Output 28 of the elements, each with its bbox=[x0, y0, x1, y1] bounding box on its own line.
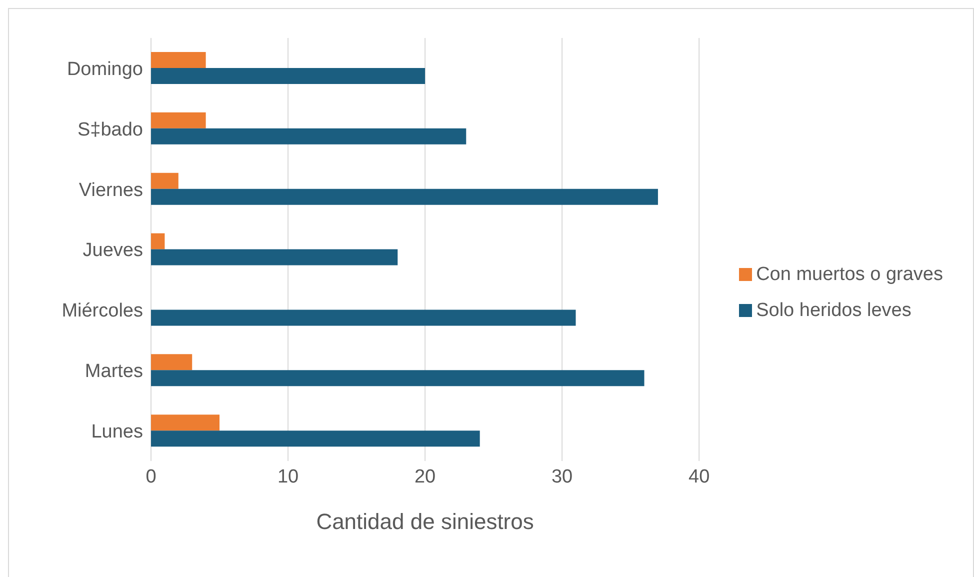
bar bbox=[151, 414, 220, 431]
bar bbox=[151, 188, 658, 205]
legend-label: Solo heridos leves bbox=[756, 300, 912, 321]
x-tick-label: 40 bbox=[688, 466, 710, 488]
y-tick-label: Martes bbox=[84, 361, 143, 382]
y-tick-label: Viernes bbox=[78, 180, 143, 201]
bar bbox=[151, 370, 644, 386]
bar bbox=[151, 310, 576, 326]
bar bbox=[151, 128, 466, 144]
bar bbox=[151, 354, 192, 370]
bar bbox=[151, 430, 480, 447]
bar bbox=[151, 68, 426, 84]
legend-label: Con muertos o graves bbox=[756, 264, 943, 285]
y-tick-label: Jueves bbox=[82, 240, 143, 262]
x-tick-label: 0 bbox=[146, 466, 156, 488]
bar bbox=[151, 52, 206, 68]
y-tick-label: Lunes bbox=[91, 422, 143, 443]
bar bbox=[151, 249, 398, 266]
bar bbox=[151, 112, 206, 128]
bar bbox=[151, 233, 165, 250]
x-axis-title: Cantidad de siniestros bbox=[316, 509, 534, 534]
y-tick-label: Domingo bbox=[66, 58, 143, 80]
x-tick-label: 20 bbox=[414, 466, 436, 488]
x-tick-label: 10 bbox=[277, 466, 299, 488]
y-tick-label: S‡bado bbox=[77, 119, 143, 140]
x-tick-label: 30 bbox=[551, 466, 573, 488]
y-tick-label: Miércoles bbox=[62, 300, 143, 322]
bar bbox=[151, 172, 178, 189]
